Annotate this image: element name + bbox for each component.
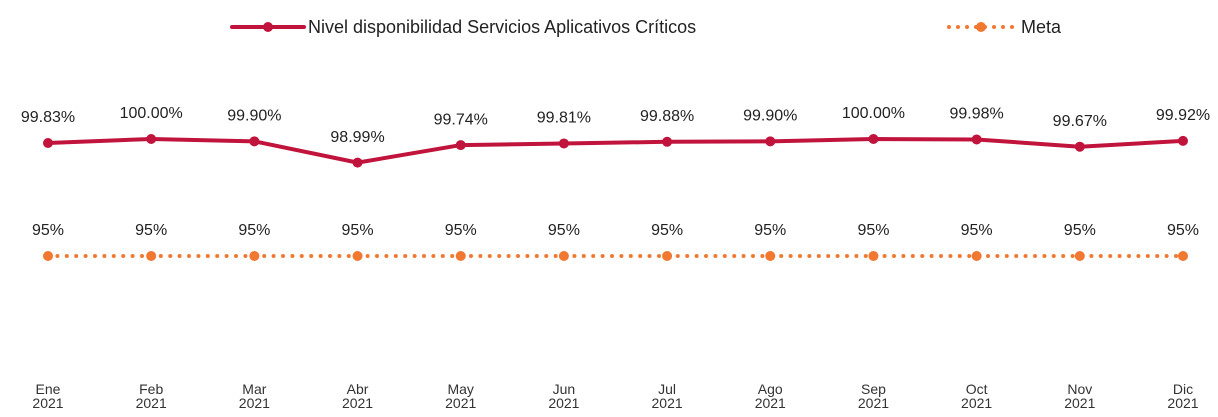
data-point (558, 138, 569, 149)
x-tick-label: Dic 2021 (1167, 381, 1199, 411)
data-point (662, 136, 673, 147)
data-label: 95% (1167, 222, 1199, 239)
data-label: 95% (857, 222, 889, 239)
x-tick-label: Feb 2021 (135, 381, 167, 411)
data-point (146, 251, 157, 261)
data-point (662, 251, 673, 261)
x-tick-label: Ago 2021 (754, 381, 786, 411)
data-label: 95% (651, 222, 683, 239)
data-label: 95% (135, 222, 167, 239)
x-tick-label: May 2021 (445, 381, 477, 411)
data-label: 99.90% (227, 108, 281, 125)
data-point (249, 136, 260, 147)
x-tick-label: Jul 2021 (651, 381, 683, 411)
data-point (146, 134, 157, 144)
x-tick-label: Nov 2021 (1064, 381, 1096, 411)
data-label: 99.67% (1053, 113, 1107, 130)
data-label: 100.00% (120, 105, 183, 122)
data-point (971, 251, 982, 261)
data-label: 95% (32, 222, 64, 239)
x-tick-label: Ene 2021 (32, 381, 64, 411)
data-label: 99.81% (537, 110, 591, 127)
data-label: 95% (754, 222, 786, 239)
data-label: 99.74% (434, 111, 488, 128)
data-label: 95% (961, 222, 993, 239)
data-point (455, 251, 466, 261)
data-label: 95% (445, 222, 477, 239)
x-tick-label: Jun 2021 (548, 381, 580, 411)
data-label: 95% (342, 222, 374, 239)
data-point (558, 251, 569, 261)
data-point (43, 137, 53, 148)
data-point (868, 251, 879, 261)
legend-label: Meta (1021, 17, 1062, 37)
data-label: 99.90% (743, 108, 797, 125)
data-point (765, 136, 776, 147)
data-label: 99.98% (950, 106, 1004, 123)
data-point (43, 251, 53, 261)
data-label: 95% (548, 222, 580, 239)
data-label: 99.88% (640, 108, 694, 125)
data-label: 98.99% (330, 129, 384, 146)
data-label: 95% (238, 222, 270, 239)
data-point (765, 251, 776, 261)
data-label: 95% (1064, 222, 1096, 239)
data-point (352, 157, 363, 168)
legend-marker (263, 22, 273, 32)
data-point (1074, 141, 1085, 152)
data-label: 99.83% (21, 109, 75, 126)
data-point (971, 134, 982, 145)
x-tick-label: Abr 2021 (341, 381, 374, 411)
data-label: 99.92% (1156, 107, 1210, 124)
data-point (455, 140, 466, 151)
data-point (1178, 251, 1188, 261)
x-tick-label: Oct 2021 (961, 381, 993, 411)
data-label: 100.00% (842, 105, 905, 122)
data-point (1074, 251, 1085, 261)
legend-label: Nivel disponibilidad Servicios Aplicativ… (308, 17, 696, 37)
data-point (249, 251, 260, 261)
x-tick-label: Mar 2021 (238, 381, 270, 411)
data-point (352, 251, 363, 261)
x-tick-label: Sep 2021 (857, 381, 890, 411)
data-point (868, 134, 879, 144)
data-point (1178, 135, 1188, 146)
legend-marker (976, 22, 986, 32)
series-line (46, 137, 1185, 165)
